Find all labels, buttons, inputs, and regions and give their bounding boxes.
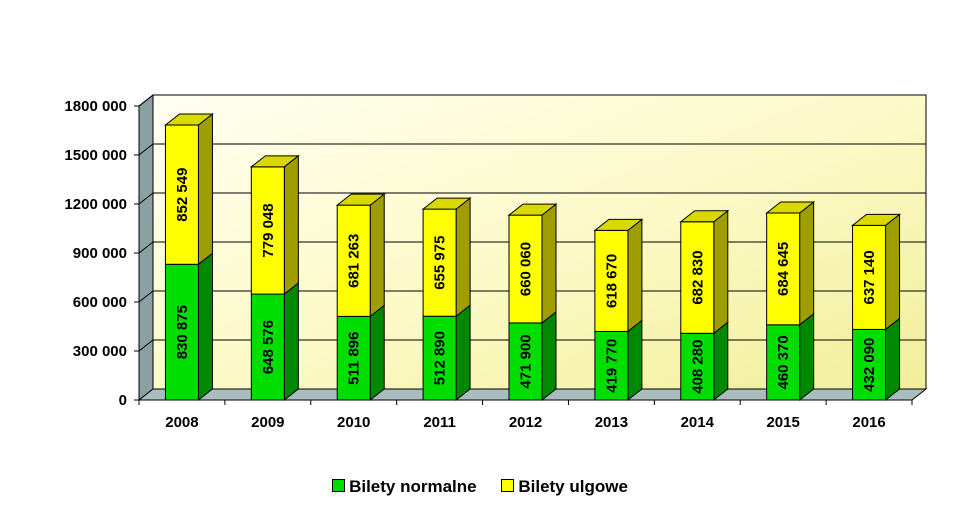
bar-side-normal <box>541 310 557 402</box>
data-label-reduced: 852 549 <box>174 168 191 222</box>
bar-stack: 830 875 852 549 <box>163 113 214 402</box>
bar-stack: 419 770 618 670 <box>593 218 644 402</box>
bar-stack: 432 090 637 140 <box>851 213 902 402</box>
bar-reduced <box>594 229 629 332</box>
bar-normal <box>766 324 801 401</box>
bar-stack: 511 896 681 263 <box>335 193 386 402</box>
y-tick-label: 1800 000 <box>64 98 127 115</box>
bar-side-reduced <box>627 218 643 333</box>
x-axis: 2008 2009 2010 2011 2012 2013 2014 2015 2016 <box>138 399 913 431</box>
bar-stack: 408 280 682 830 <box>679 209 730 402</box>
data-label-normal: 460 370 <box>775 335 792 389</box>
bar-side-normal <box>627 319 643 402</box>
legend: Bilety normalne Bilety ulgowe <box>0 477 960 497</box>
bar-stack: 460 370 684 645 <box>765 200 816 402</box>
bar-reduced <box>164 124 199 265</box>
bar-side-reduced <box>283 154 299 296</box>
x-tick-label: 2010 <box>337 414 370 431</box>
data-label-normal: 830 875 <box>174 305 191 359</box>
y-tick-label: 1200 000 <box>64 196 127 213</box>
bar-reduced <box>336 204 371 317</box>
legend-swatch-reduced <box>501 479 515 492</box>
y-tick-label: 300 000 <box>73 343 127 360</box>
data-label-normal: 432 090 <box>861 338 878 392</box>
legend-label-normal: Bilety normalne <box>349 477 477 496</box>
bar-reduced <box>766 212 801 326</box>
data-label-reduced: 660 060 <box>518 242 535 296</box>
bar-top-reduced <box>163 113 214 126</box>
gridline-side <box>138 143 154 156</box>
data-label-reduced: 779 048 <box>260 203 277 257</box>
legend-swatch-normal <box>332 479 346 492</box>
bar-normal <box>164 263 199 401</box>
bar-side-reduced <box>885 213 901 331</box>
data-label-reduced: 637 140 <box>861 250 878 304</box>
x-tick-label: 2011 <box>423 414 456 431</box>
y-tick-label: 900 000 <box>73 245 127 262</box>
bar-side-normal <box>455 304 471 402</box>
bar-side-normal <box>713 321 729 402</box>
y-tick-label: 0 <box>119 392 127 409</box>
data-label-normal: 419 770 <box>603 339 620 393</box>
x-tick-label: 2016 <box>852 414 885 431</box>
bar-top-reduced <box>421 197 472 210</box>
data-label-reduced: 618 670 <box>603 254 620 308</box>
bar-stack: 471 900 660 060 <box>507 203 558 402</box>
bar-side-reduced <box>799 200 815 326</box>
bar-top-reduced <box>507 203 558 216</box>
bars: 830 875 852 549 648 576 779 048 511 896 681 2… <box>163 113 902 402</box>
gridline-side <box>138 94 154 107</box>
bar-side-normal <box>799 312 815 402</box>
data-label-reduced: 655 975 <box>432 236 449 290</box>
gridline-side <box>138 192 154 205</box>
bar-side-normal <box>369 304 385 402</box>
x-tick-label: 2014 <box>681 414 715 431</box>
data-label-normal: 408 280 <box>689 340 706 394</box>
y-axis: 0 300 000 600 000 900 000 1200 000 1500 000 18… <box>64 98 140 409</box>
y-tick-label: 600 000 <box>73 294 127 311</box>
data-label-normal: 648 576 <box>260 320 277 374</box>
stacked-bar-chart: 0 300 000 600 000 900 000 1200 000 1500 000 18… <box>64 93 928 431</box>
x-tick-label: 2012 <box>509 414 542 431</box>
x-tick-label: 2015 <box>766 414 799 431</box>
bar-side-normal <box>283 282 299 402</box>
data-label-reduced: 684 645 <box>775 242 792 296</box>
bar-top-reduced <box>335 193 386 206</box>
data-label-normal: 511 896 <box>346 331 363 384</box>
legend-label-reduced: Bilety ulgowe <box>518 477 628 496</box>
bar-side-reduced <box>455 197 471 318</box>
bar-stack: 512 890 655 975 <box>421 197 472 402</box>
bar-reduced <box>250 166 285 295</box>
bar-normal <box>250 293 285 401</box>
bar-side-normal <box>885 317 901 402</box>
bar-side-reduced <box>197 113 213 266</box>
gridline-side <box>138 339 154 352</box>
gridline-side <box>138 241 154 254</box>
bar-side-reduced <box>713 209 729 335</box>
bar-top-reduced <box>679 210 730 223</box>
legend-item-normal: Bilety normalne <box>332 477 477 497</box>
bar-top-reduced <box>593 218 644 231</box>
bar-top-reduced <box>765 201 816 214</box>
data-label-reduced: 681 263 <box>346 234 363 288</box>
x-tick-label: 2013 <box>595 414 628 431</box>
x-tick-label: 2008 <box>165 414 198 431</box>
data-label-normal: 471 900 <box>518 334 535 388</box>
bar-reduced <box>852 224 887 330</box>
bar-side-reduced <box>369 193 385 318</box>
bar-top-reduced <box>851 213 902 226</box>
bar-normal <box>594 330 629 401</box>
x-tick-label: 2009 <box>251 414 284 431</box>
y-tick-label: 1500 000 <box>64 147 127 164</box>
gridline-side <box>138 290 154 303</box>
bar-side-reduced <box>541 203 557 324</box>
data-label-normal: 512 890 <box>432 331 449 385</box>
legend-item-reduced: Bilety ulgowe <box>501 477 628 497</box>
bar-normal <box>852 328 887 401</box>
data-label-reduced: 682 830 <box>689 250 706 304</box>
bar-top-reduced <box>249 155 300 168</box>
bar-stack: 648 576 779 048 <box>249 154 300 402</box>
bar-side-normal <box>197 252 213 402</box>
